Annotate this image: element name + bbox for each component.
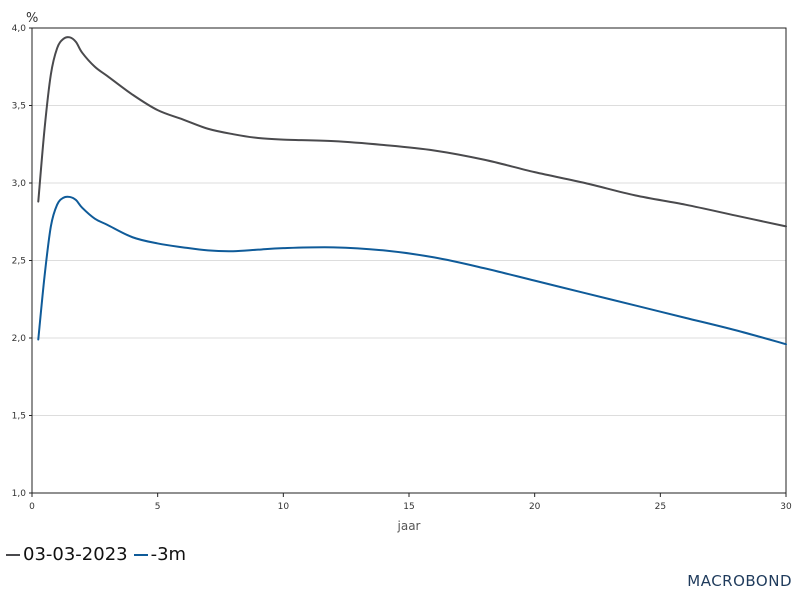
y-tick-label: 3,0 (12, 179, 27, 189)
legend-item-series-1[interactable]: 03-03-2023 (6, 544, 128, 565)
legend: 03-03-2023 -3m (6, 544, 192, 565)
series-lines (37, 36, 787, 346)
series-line-1 (37, 36, 787, 228)
x-tick-label: 30 (780, 502, 792, 512)
y-tick-label: 1,0 (12, 489, 27, 499)
y-tick-label: 2,5 (12, 257, 26, 267)
x-tick-label: 10 (278, 502, 290, 512)
x-tick-label: 0 (29, 502, 35, 512)
gridlines (32, 105, 786, 416)
legend-label-series-2: -3m (150, 544, 187, 565)
macrobond-logo: MACROBOND (687, 572, 792, 590)
legend-swatch-series-1 (6, 553, 20, 556)
legend-swatch-series-2 (133, 553, 148, 556)
legend-label-series-1: 03-03-2023 (23, 544, 128, 565)
y-unit-label: % (26, 11, 38, 26)
x-tick-label: 15 (403, 502, 414, 512)
axis-ticks: 1,0 1,5 2,0 2,5 3,0 3,5 4,0 0 5 10 15 20 25 30 (12, 24, 792, 512)
y-tick-label: 2,0 (12, 334, 27, 344)
legend-item-series-2[interactable]: -3m (133, 544, 187, 565)
x-tick-label: 25 (655, 502, 666, 512)
y-tick-label: 4,0 (12, 24, 27, 34)
line-chart: % 1,0 1,5 2,0 2,5 3,0 3,5 4,0 0 5 10 15 20 25 30 jaar (12, 11, 792, 533)
x-tick-label: 20 (529, 502, 541, 512)
x-tick-label: 5 (155, 502, 161, 512)
x-axis-title: jaar (397, 519, 421, 533)
y-tick-label: 3,5 (12, 102, 26, 112)
y-tick-label: 1,5 (12, 412, 26, 422)
series-line-2 (37, 195, 787, 346)
